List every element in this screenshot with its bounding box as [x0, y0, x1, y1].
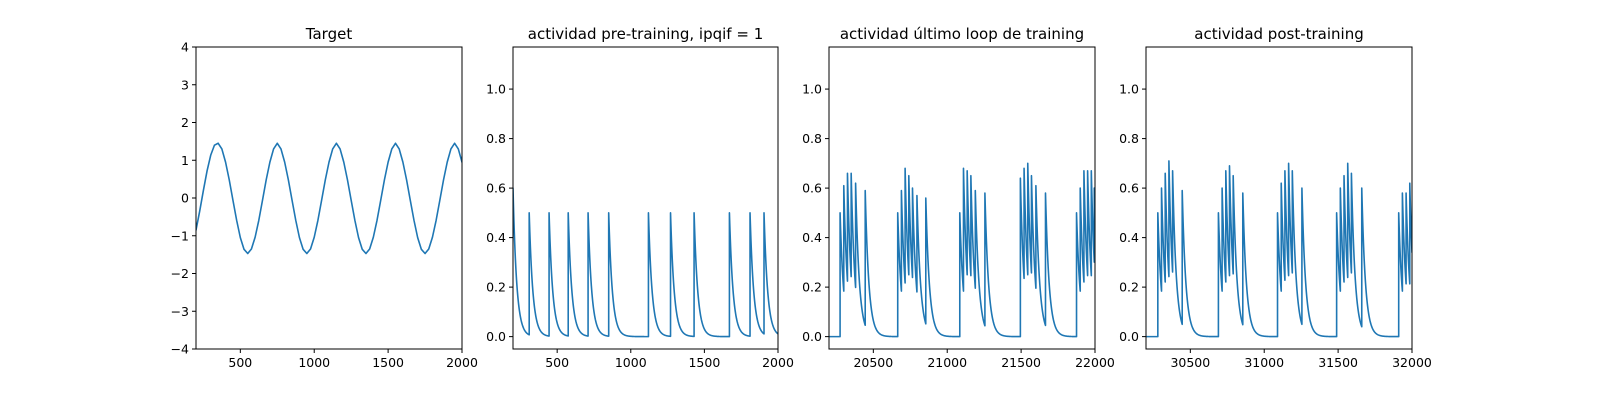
series-line	[829, 162, 1095, 338]
series-line	[196, 142, 462, 255]
y-tick-label: 0.6	[486, 181, 506, 196]
y-tick-label: 0.6	[802, 181, 822, 196]
y-tick-label: 0.2	[1119, 280, 1139, 295]
x-tick-label: 20500	[853, 355, 893, 370]
y-tick-label: 0.4	[486, 230, 506, 245]
y-tick-label: 0.6	[1119, 181, 1139, 196]
x-tick-label: 32000	[1392, 355, 1432, 370]
x-tick-label: 2000	[446, 355, 478, 370]
y-tick-label: 0.2	[802, 280, 822, 295]
x-tick-label: 500	[228, 355, 252, 370]
y-tick-label: 4	[181, 40, 189, 55]
y-tick-label: 0.0	[802, 329, 822, 344]
x-tick-label: 31000	[1244, 355, 1284, 370]
y-tick-label: 0.2	[486, 280, 506, 295]
subplot-4: actividad post-training 30500 31000 31500 32…	[1119, 25, 1432, 370]
y-tick-label: 0.8	[1119, 131, 1139, 146]
y-tick-label: −4	[171, 342, 189, 357]
subplot-title: actividad último loop de training	[840, 25, 1084, 43]
subplot-3: actividad último loop de training 20500 21…	[802, 25, 1115, 370]
x-tick-label: 1500	[688, 355, 720, 370]
y-tick-label: 1.0	[1119, 82, 1139, 97]
x-tick-label: 1500	[372, 355, 404, 370]
plot-frame	[195, 46, 463, 350]
subplot-2: actividad pre-training, ipqif = 1 500 1000…	[486, 25, 794, 370]
x-tick-label: 1000	[615, 355, 647, 370]
subplot-title: actividad pre-training, ipqif = 1	[528, 25, 764, 43]
x-tick-label: 500	[545, 355, 569, 370]
y-tick-label: −1	[171, 228, 189, 243]
series-line	[513, 187, 778, 338]
subplot-title: actividad post-training	[1194, 25, 1363, 43]
y-tick-label: −3	[171, 304, 189, 319]
y-tick-label: 0.4	[1119, 230, 1139, 245]
subplot-title: Target	[305, 25, 353, 43]
y-tick-label: 0.8	[486, 131, 506, 146]
y-tick-label: 1.0	[802, 82, 822, 97]
x-tick-label: 21000	[927, 355, 967, 370]
y-tick-label: 1.0	[486, 82, 506, 97]
y-tick-label: 0.8	[802, 131, 822, 146]
y-tick-label: 3	[181, 77, 189, 92]
x-tick-label: 22000	[1075, 355, 1115, 370]
x-tick-label: 30500	[1170, 355, 1210, 370]
plot-frame	[512, 46, 779, 350]
x-tick-label: 21500	[1001, 355, 1041, 370]
plot-frame	[828, 46, 1096, 350]
y-tick-label: 0.4	[802, 230, 822, 245]
y-tick-label: 2	[181, 115, 189, 130]
y-tick-label: 1	[181, 153, 189, 168]
subplot-1: Target 500 1000 1500 2000 −4 −3 −2 −1 0 1 2 3 4	[171, 25, 478, 370]
y-tick-label: 0	[181, 191, 189, 206]
y-tick-label: 0.0	[486, 329, 506, 344]
x-tick-label: 1000	[298, 355, 330, 370]
y-tick-label: 0.0	[1119, 329, 1139, 344]
x-tick-label: 2000	[762, 355, 794, 370]
y-tick-label: −2	[171, 266, 189, 281]
x-tick-label: 31500	[1318, 355, 1358, 370]
series-line	[1146, 160, 1412, 338]
plot-frame	[1145, 46, 1413, 350]
